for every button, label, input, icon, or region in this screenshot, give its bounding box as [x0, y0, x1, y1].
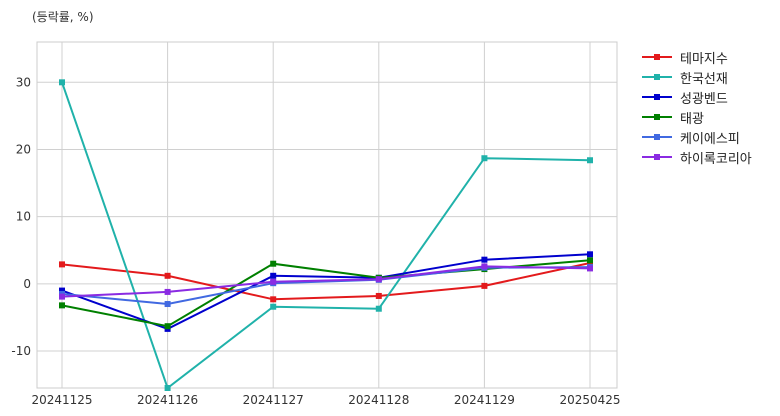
- data-point: [375, 276, 382, 283]
- x-tick-label: 20241125: [31, 393, 92, 407]
- data-point: [164, 272, 171, 279]
- legend-marker: [654, 94, 660, 100]
- y-unit-label: (등락률, %): [32, 10, 94, 24]
- data-point: [375, 292, 382, 299]
- data-point: [481, 263, 488, 270]
- data-point: [164, 288, 171, 295]
- data-point: [481, 256, 488, 263]
- legend-item: 태광: [642, 107, 752, 127]
- data-point: [587, 251, 593, 258]
- series-line: [61, 81, 591, 390]
- y-tick-label: 30: [16, 75, 31, 89]
- legend-item: 하이록코리아: [642, 147, 752, 167]
- data-point: [587, 265, 593, 272]
- legend-label: 한국선재: [680, 71, 728, 87]
- legend-item: 한국선재: [642, 67, 752, 87]
- x-tick-label: 20241129: [454, 393, 515, 407]
- legend-marker: [654, 134, 660, 140]
- data-point: [270, 260, 277, 267]
- data-point: [59, 302, 65, 309]
- data-point: [59, 261, 65, 268]
- legend-item: 케이에스피: [642, 127, 752, 147]
- y-tick-label: 20: [16, 142, 31, 156]
- data-point: [59, 293, 65, 300]
- y-tick-label: -10: [11, 344, 31, 358]
- data-point: [587, 257, 593, 264]
- data-point: [270, 278, 277, 285]
- data-point: [587, 157, 593, 164]
- legend-swatch: [642, 71, 672, 83]
- data-point: [270, 272, 277, 279]
- x-tick-label: 20250425: [559, 393, 620, 407]
- data-point: [270, 296, 277, 303]
- data-point: [270, 303, 277, 310]
- legend-label: 케이에스피: [680, 131, 740, 147]
- data-point: [481, 155, 488, 162]
- x-tick-label: 20241128: [348, 393, 409, 407]
- data-point: [164, 323, 171, 330]
- data-point: [375, 305, 382, 312]
- plot-area: [36, 41, 618, 389]
- legend-marker: [654, 54, 660, 60]
- data-point: [59, 79, 65, 86]
- legend-label: 성광벤드: [680, 91, 728, 107]
- legend-item: 테마지수: [642, 47, 752, 67]
- series-line: [61, 262, 591, 301]
- data-point: [164, 385, 171, 391]
- data-point: [164, 301, 171, 308]
- data-point: [481, 282, 488, 289]
- x-tick-label: 20241126: [137, 393, 198, 407]
- legend-marker: [654, 74, 660, 80]
- legend-label: 하이록코리아: [680, 151, 752, 167]
- legend-swatch: [642, 151, 672, 163]
- legend-label: 테마지수: [680, 51, 728, 67]
- x-tick-label: 20241127: [243, 393, 304, 407]
- legend-marker: [654, 114, 660, 120]
- legend-item: 성광벤드: [642, 87, 752, 107]
- legend-marker: [654, 154, 660, 160]
- legend-swatch: [642, 51, 672, 63]
- data-point: [59, 287, 65, 294]
- y-tick-label: 0: [23, 277, 31, 291]
- series-line: [61, 265, 591, 298]
- legend-label: 태광: [680, 111, 704, 127]
- legend-swatch: [642, 111, 672, 123]
- legend-swatch: [642, 91, 672, 103]
- legend-swatch: [642, 131, 672, 143]
- y-tick-label: 10: [16, 210, 31, 224]
